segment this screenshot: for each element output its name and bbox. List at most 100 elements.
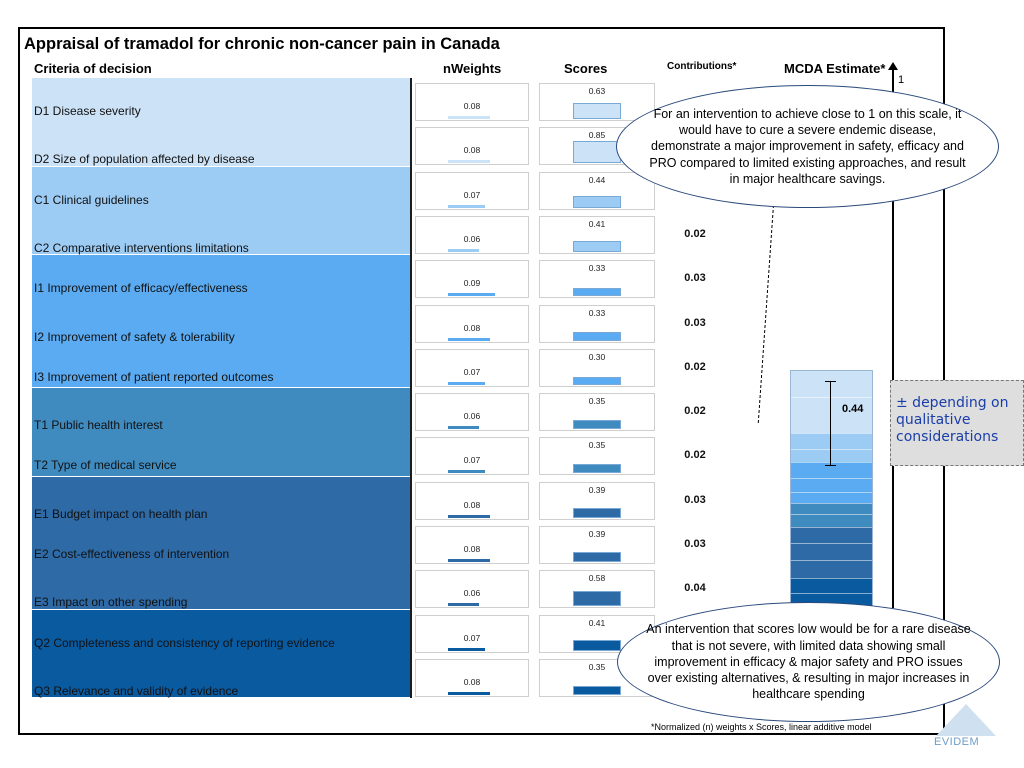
weight-value: 0.06 <box>463 233 481 244</box>
footnote: *Normalized (n) weights x Scores, linear… <box>651 722 872 732</box>
score-value: 0.41 <box>588 218 606 229</box>
score-bar <box>573 377 621 385</box>
qualitative-callout: ± depending on qualitative consideration… <box>890 380 1024 466</box>
weight-cell: 0.08 <box>415 658 529 697</box>
contribution-value: 0.02 <box>684 227 706 240</box>
criterion-label: I1 Improvement of efficacy/effectiveness <box>34 281 248 296</box>
criterion-label: T1 Public health interest <box>34 418 163 433</box>
contribution-value: 0.03 <box>684 272 706 285</box>
header-mcda: MCDA Estimate* <box>784 61 886 76</box>
axis-top-label: 1 <box>898 74 905 86</box>
weight-value: 0.07 <box>463 632 481 643</box>
score-bar <box>573 141 621 164</box>
score-bar <box>573 331 621 341</box>
weight-value: 0.07 <box>463 455 481 466</box>
mcda-segment-i3 <box>790 491 873 503</box>
weight-bar <box>448 691 490 695</box>
score-cell: 0.35 <box>539 393 655 432</box>
score-value: 0.35 <box>588 396 606 407</box>
mcda-segment-c2 <box>790 449 873 463</box>
ellipse-top-text: For an intervention to achieve close to … <box>649 106 966 186</box>
contribution-value: 0.03 <box>684 316 706 329</box>
criterion-label: D2 Size of population affected by diseas… <box>34 152 255 167</box>
score-bar <box>573 639 621 651</box>
ellipse-bottom-note: An intervention that scores low would be… <box>617 602 1000 722</box>
weight-bar <box>448 559 490 562</box>
weight-value: 0.06 <box>463 411 481 422</box>
weight-bar <box>448 337 490 341</box>
weight-bar <box>448 160 490 164</box>
criterion-label: I3 Improvement of patient reported outco… <box>34 369 274 384</box>
score-bar <box>573 420 621 430</box>
score-value: 0.35 <box>588 661 606 672</box>
score-cell: 0.39 <box>539 481 655 520</box>
weight-bar <box>448 248 480 252</box>
weight-value: 0.08 <box>463 499 481 510</box>
score-value: 0.58 <box>588 573 606 584</box>
score-value: 0.33 <box>588 263 606 274</box>
score-value: 0.63 <box>588 86 606 96</box>
error-bar <box>830 381 831 465</box>
score-cell: 0.63 <box>539 83 655 121</box>
weight-cell: 0.08 <box>415 127 529 166</box>
score-bar <box>573 685 621 695</box>
mcda-segment-i1 <box>790 462 873 478</box>
contribution-value: 0.03 <box>684 538 706 550</box>
mcda-segment-e2 <box>790 543 873 560</box>
contribution-value: 0.02 <box>684 405 706 418</box>
table-separator <box>410 78 412 699</box>
score-bar <box>573 287 621 297</box>
mcda-segment-d1 <box>790 370 873 397</box>
score-value: 0.33 <box>588 307 606 318</box>
criterion-label: E2 Cost-effectiveness of intervention <box>34 547 230 561</box>
header-criteria: Criteria of decision <box>34 61 152 76</box>
weight-bar <box>448 647 485 651</box>
score-bar <box>573 464 621 474</box>
weight-cell: 0.07 <box>415 437 529 476</box>
mcda-segment-e1 <box>790 526 873 544</box>
evidem-logo-shape <box>936 704 996 736</box>
contribution-value: 0.02 <box>684 449 706 462</box>
score-value: 0.41 <box>588 617 606 628</box>
weight-value: 0.06 <box>463 588 481 599</box>
score-cell: 0.33 <box>539 304 655 343</box>
header-contributions: Contributions* <box>667 61 737 72</box>
mcda-segment-t2 <box>790 513 873 527</box>
contribution-value: 0.03 <box>684 493 706 506</box>
axis-arrow-icon <box>888 62 898 70</box>
contribution-value: 0.04 <box>684 582 706 595</box>
score-value: 0.85 <box>588 130 606 141</box>
criteria-group-c <box>32 166 410 255</box>
mcda-segment-i2 <box>790 477 873 492</box>
score-cell: 0.35 <box>539 437 655 476</box>
weight-cell: 0.08 <box>415 304 529 343</box>
mcda-segment-q2 <box>790 578 873 594</box>
criterion-label: I2 Improvement of safety & tolerability <box>34 329 235 344</box>
score-value: 0.44 <box>588 174 606 185</box>
weight-bar <box>448 293 495 297</box>
weight-cell: 0.06 <box>415 570 529 609</box>
weight-cell: 0.09 <box>415 260 529 299</box>
score-cell: 0.30 <box>539 348 655 387</box>
weight-cell: 0.07 <box>415 348 529 387</box>
score-cell: 0.44 <box>539 171 655 210</box>
criteria-group-e <box>32 476 410 609</box>
criterion-label: D1 Disease severity <box>34 104 141 118</box>
weight-bar <box>448 603 480 607</box>
header-weights: nWeights <box>443 61 502 76</box>
criterion-label: E3 Impact on other spending <box>34 595 188 610</box>
mcda-segment-t1 <box>790 502 873 514</box>
weight-value: 0.07 <box>463 366 481 377</box>
score-bar <box>573 551 621 562</box>
weight-cell: 0.06 <box>415 393 529 432</box>
criteria-group-d <box>32 78 410 166</box>
weight-cell: 0.08 <box>415 481 529 520</box>
score-bar <box>573 507 621 518</box>
weight-value: 0.09 <box>463 278 481 289</box>
page-title: Appraisal of tramadol for chronic non-ca… <box>24 35 500 53</box>
mcda-segment-c1 <box>790 432 873 450</box>
score-cell: 0.58 <box>539 570 655 609</box>
error-bar-cap-top <box>825 381 836 382</box>
score-value: 0.35 <box>588 440 606 451</box>
header-scores: Scores <box>564 61 608 76</box>
